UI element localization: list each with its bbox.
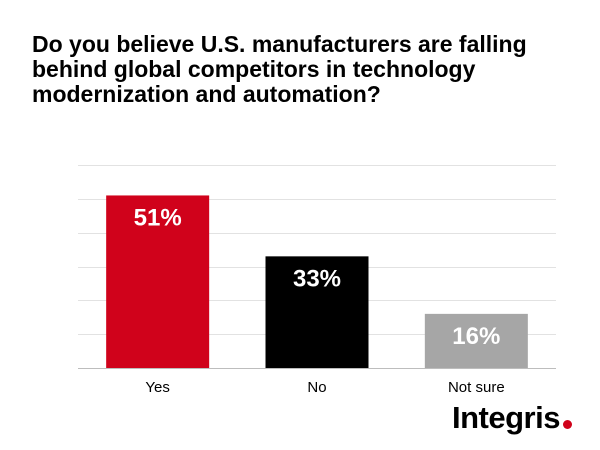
bar-not-sure (424, 313, 528, 368)
bar-value-label: 51% (134, 204, 182, 231)
x-tick-label: Yes (145, 379, 169, 396)
brand-dot-icon (562, 420, 572, 429)
bar-yes (106, 195, 210, 368)
bar-value-label: 33% (293, 265, 341, 292)
bar-no (265, 256, 369, 368)
brand-name: Integris (452, 400, 560, 435)
bar-value-label: 16% (452, 323, 500, 350)
x-tick-label: No (307, 379, 326, 396)
x-tick-label: Not sure (448, 379, 505, 396)
chart-title: Do you believe U.S. manufacturers are fa… (32, 31, 527, 107)
brand-logo: Integris (452, 398, 572, 438)
